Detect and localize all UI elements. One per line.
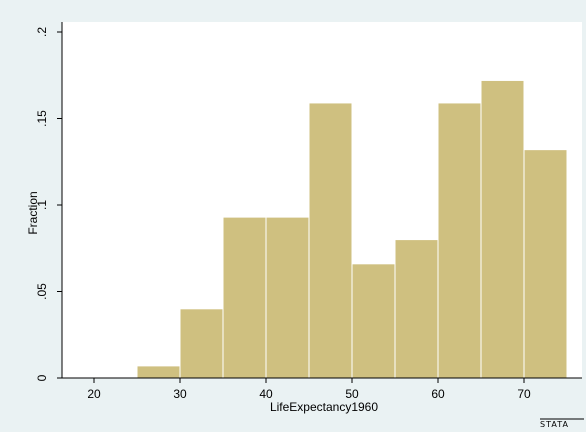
histogram-bar-5	[308, 102, 353, 379]
histogram-bar-8	[437, 102, 482, 379]
histogram-bar-6	[351, 263, 396, 379]
y-tick-label: .15	[35, 110, 49, 127]
histogram-bar-3	[222, 216, 267, 379]
histogram-bar-1	[136, 365, 181, 379]
x-tick-label: 30	[173, 387, 187, 401]
x-tick-label: 20	[87, 387, 101, 401]
x-ticks-group: 20 30 40 50 60 70	[87, 378, 531, 401]
x-tick-label: 70	[517, 387, 531, 401]
x-tick-label: 40	[259, 387, 273, 401]
histogram-bar-7	[394, 239, 439, 379]
y-tick-label: .2	[35, 27, 49, 37]
x-tick-label: 60	[431, 387, 445, 401]
y-ticks-group: 0 .05 .1 .15 .2	[35, 27, 62, 381]
y-axis-label: Fraction	[26, 191, 40, 234]
bars-group	[136, 79, 568, 379]
y-tick-label: 0	[35, 374, 49, 381]
y-tick-label: .1	[35, 200, 49, 210]
histogram-bar-10	[523, 149, 568, 379]
y-tick-label: .05	[35, 283, 49, 300]
stata-watermark: stata	[540, 420, 569, 429]
histogram-bar-9	[480, 79, 525, 379]
histogram-bar-2	[179, 308, 224, 379]
x-tick-label: 50	[345, 387, 359, 401]
x-axis-label: LifeExpectancy1960	[270, 400, 378, 414]
histogram-bar-4	[265, 216, 310, 379]
